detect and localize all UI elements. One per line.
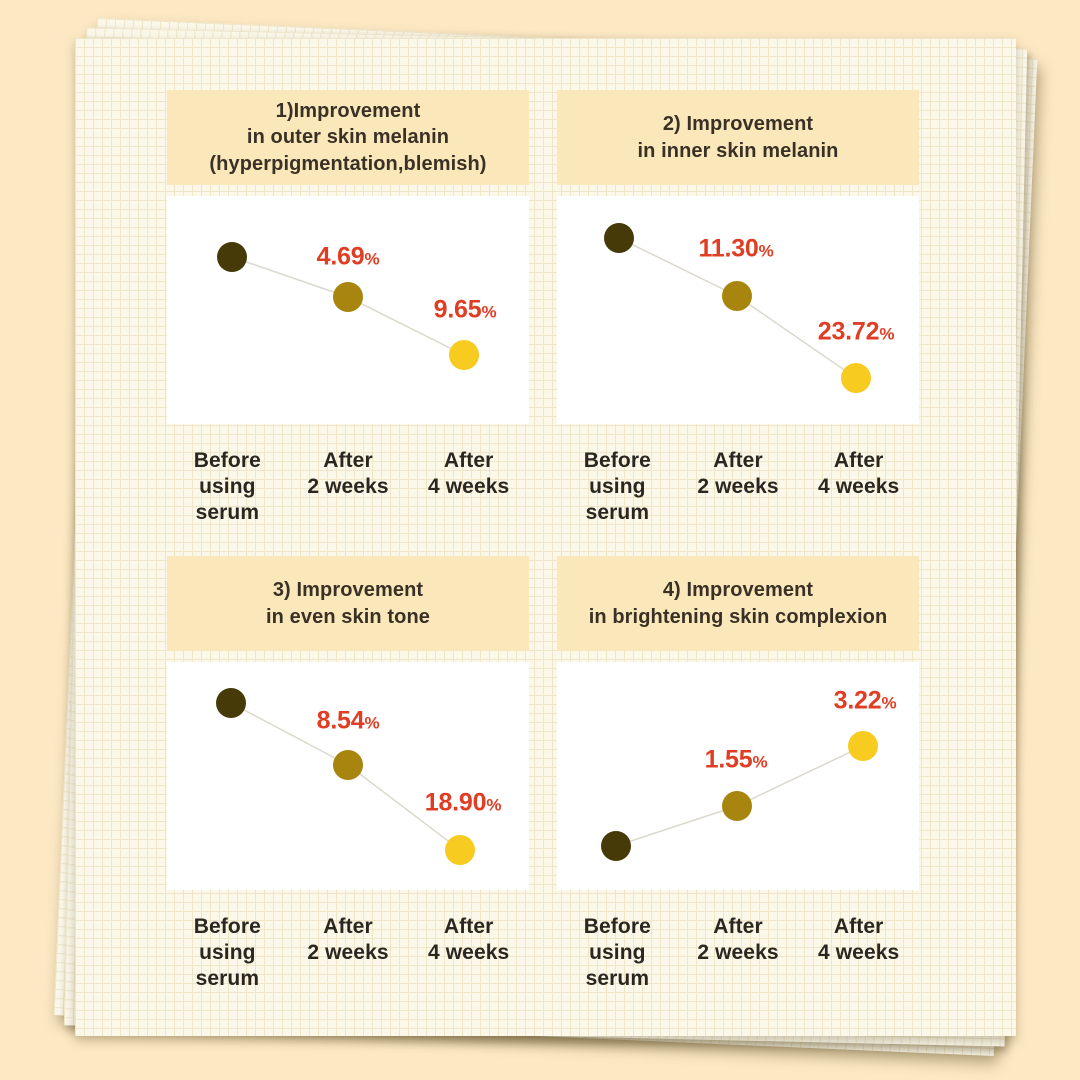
chart-plot-area: 1.55% 3.22% xyxy=(557,662,919,890)
x-axis-label-4-weeks: After 4 weeks xyxy=(428,915,510,965)
chart-plot-area: 8.54% 18.90% xyxy=(167,662,529,890)
chart-title: 1)Improvement in outer skin melanin (hyp… xyxy=(167,90,529,185)
chart-title: 2) Improvement in inner skin melanin xyxy=(557,90,919,185)
value-label-2-weeks: 11.30% xyxy=(698,234,774,263)
x-axis-labels: Before using serum After 2 weeks After 4… xyxy=(167,914,529,992)
x-axis-label-before: Before using serum xyxy=(583,449,651,525)
value-label-4-weeks: 9.65% xyxy=(433,295,497,324)
x-axis-label-2-weeks: After 2 weeks xyxy=(697,915,779,965)
value-label-2-weeks: 8.54% xyxy=(316,706,380,735)
x-axis-label-4-weeks: After 4 weeks xyxy=(818,449,900,499)
x-axis-label-4-weeks: After 4 weeks xyxy=(818,915,900,965)
chart-title: 4) Improvement in brightening skin compl… xyxy=(557,556,919,651)
data-point-after-2-weeks xyxy=(333,750,363,780)
value-label-2-weeks: 4.69% xyxy=(316,242,380,271)
x-axis-labels: Before using serum After 2 weeks After 4… xyxy=(167,448,529,526)
x-axis-label-before: Before using serum xyxy=(193,449,261,525)
chart-panel-outer-melanin: 1)Improvement in outer skin melanin (hyp… xyxy=(167,90,529,552)
x-axis-label-2-weeks: After 2 weeks xyxy=(307,449,389,499)
data-point-after-2-weeks xyxy=(722,281,752,311)
data-point-before-serum xyxy=(217,242,247,272)
x-axis-label-before: Before using serum xyxy=(193,915,261,991)
data-point-before-serum xyxy=(604,223,634,253)
data-point-after-4-weeks xyxy=(841,363,871,393)
x-axis-label-2-weeks: After 2 weeks xyxy=(307,915,389,965)
value-label-4-weeks: 3.22% xyxy=(833,686,897,715)
x-axis-label-4-weeks: After 4 weeks xyxy=(428,449,510,499)
data-point-after-4-weeks xyxy=(445,835,475,865)
x-axis-label-2-weeks: After 2 weeks xyxy=(697,449,779,499)
x-axis-labels: Before using serum After 2 weeks After 4… xyxy=(557,448,919,526)
data-point-before-serum xyxy=(601,831,631,861)
x-axis-label-before: Before using serum xyxy=(583,915,651,991)
data-point-before-serum xyxy=(216,688,246,718)
chart-panel-inner-melanin: 2) Improvement in inner skin melanin 11.… xyxy=(557,90,919,552)
value-label-4-weeks: 18.90% xyxy=(424,788,502,817)
chart-panel-brightening: 4) Improvement in brightening skin compl… xyxy=(557,556,919,1018)
data-point-after-4-weeks xyxy=(848,731,878,761)
chart-title: 3) Improvement in even skin tone xyxy=(167,556,529,651)
value-label-2-weeks: 1.55% xyxy=(704,745,768,774)
data-point-after-2-weeks xyxy=(333,282,363,312)
data-point-after-4-weeks xyxy=(449,340,479,370)
x-axis-labels: Before using serum After 2 weeks After 4… xyxy=(557,914,919,992)
paper-sheet-main: 1)Improvement in outer skin melanin (hyp… xyxy=(75,38,1016,1036)
chart-plot-area: 4.69% 9.65% xyxy=(167,196,529,424)
data-point-after-2-weeks xyxy=(722,791,752,821)
chart-panel-even-skin-tone: 3) Improvement in even skin tone 8.54% 1… xyxy=(167,556,529,1018)
value-label-4-weeks: 23.72% xyxy=(817,317,895,346)
chart-plot-area: 11.30% 23.72% xyxy=(557,196,919,424)
